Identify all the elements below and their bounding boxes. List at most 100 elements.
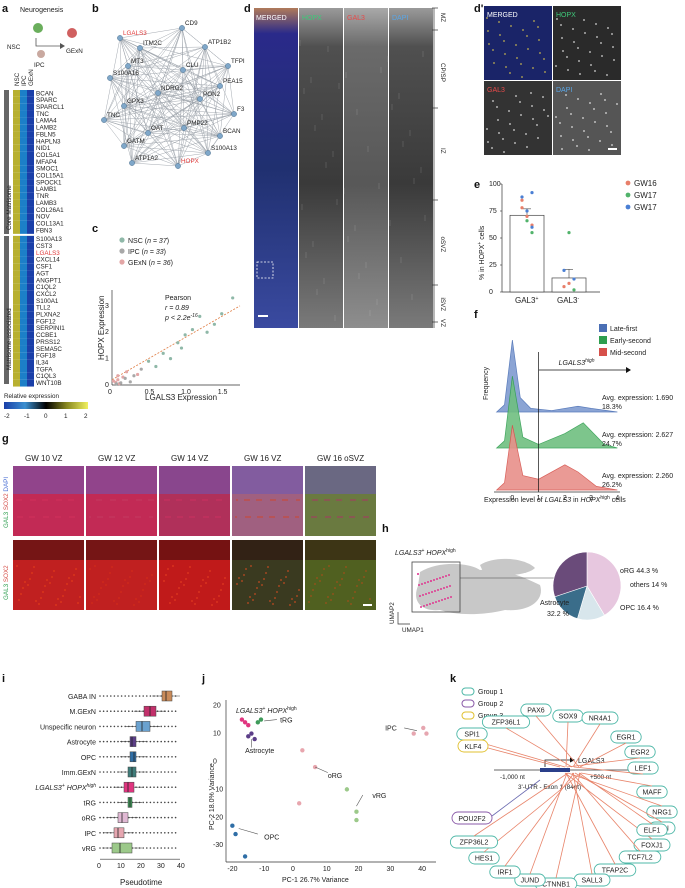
network-edge	[199, 46, 206, 100]
g-cell-dot	[298, 589, 300, 591]
gene-label: TLL2	[36, 305, 51, 312]
j-point	[233, 831, 238, 837]
g-cell-dot	[122, 585, 124, 587]
g-cell-dot	[217, 516, 219, 518]
heat-cell	[27, 124, 34, 132]
i-outlier-dot	[106, 816, 108, 819]
i-outlier-dot	[171, 816, 173, 819]
g-cell-dot	[125, 516, 127, 518]
panel-a: a Neurogenesis NSC IPC GExN NSC IPC GExN B…	[2, 3, 88, 420]
tf-binding-diagram: LGALS3-1,000 nt+500 nt3'-UTR - Exon 1 (8…	[449, 703, 678, 888]
g-cell-dot	[18, 499, 20, 501]
i-outlier-dot	[146, 695, 148, 697]
h-umap2: UMAP2	[389, 602, 396, 624]
c-xtick: 0.5	[145, 389, 155, 396]
heat-cell	[20, 290, 27, 298]
g-cell-dot	[146, 577, 148, 579]
heatmap-col-label: IPC	[21, 75, 28, 86]
d2-cell-dot	[525, 133, 527, 135]
d2-cell-dot	[520, 114, 522, 116]
pseudotime-boxplot: 0 10 20 30 40 GABA IN M.GExN Unspecific neuron A…	[35, 690, 185, 870]
g-cell-dot	[319, 580, 321, 582]
g-cell-dot	[207, 576, 209, 578]
i-outlier-dot	[149, 816, 152, 819]
g-cell-dot	[341, 578, 343, 580]
network-label: GPX3	[127, 98, 144, 105]
d2-cell-dot	[532, 118, 534, 120]
j-ytick: -10	[213, 786, 223, 793]
heat-cell	[20, 151, 27, 159]
network-label: NDRG2	[161, 85, 184, 92]
g-cell-dot	[33, 516, 35, 518]
g-cell-dot	[296, 499, 298, 501]
j-title-cell: HOPX	[267, 708, 287, 715]
d2-cell-dot	[493, 62, 495, 64]
g-cell-dot	[151, 574, 153, 576]
g-cell-dot	[167, 568, 169, 570]
k-legend-swatch	[461, 699, 475, 708]
heat-cell	[13, 158, 20, 166]
heat-cell	[13, 311, 20, 319]
heat-cell	[13, 318, 20, 325]
heat-cell	[27, 379, 34, 387]
g-cell-dot	[113, 516, 115, 518]
i-category-label: oRG	[82, 816, 96, 823]
c-legend-swatch	[119, 237, 125, 243]
i-outlier-dot	[149, 740, 152, 743]
d2-cell-dot	[513, 129, 515, 131]
i-outlier-dot	[124, 725, 126, 728]
network-edge	[147, 127, 185, 134]
d2-cell-dot	[596, 36, 598, 38]
e-legend-swatch	[625, 180, 631, 186]
umap-dot	[440, 588, 442, 590]
network-node	[121, 143, 127, 149]
g-cell-dot	[113, 600, 115, 602]
g-cell-dot	[363, 516, 365, 518]
network-edge	[123, 145, 209, 154]
g-cell-dot	[364, 499, 366, 501]
g-cell-dot	[361, 582, 363, 584]
i-outlier-dot	[99, 771, 101, 773]
network-edge	[131, 135, 221, 164]
network-edge	[119, 37, 229, 67]
k-klf4-pill	[457, 739, 489, 753]
i-outlier-dot	[149, 756, 152, 758]
i-outlier-dot	[113, 801, 116, 804]
pca-scatter: -20 -10 0 10 20 30 40 -30 -20 -10 0 10 20 tRG Astrocyt…	[213, 700, 436, 873]
network-edge	[123, 98, 201, 147]
heat-legend-title: Relative expression	[4, 393, 59, 400]
g-cell-dot	[261, 516, 263, 518]
network-edge	[123, 113, 235, 147]
network-edge	[109, 77, 201, 100]
j-point	[354, 809, 359, 814]
i-outlier-dot	[113, 756, 116, 758]
g-cell-dot	[350, 603, 352, 605]
g-cell-dot	[274, 597, 276, 599]
c-legend-label: GExN (n = 36)	[128, 260, 173, 267]
k-tf-arrow	[566, 757, 641, 768]
g-cell-dot	[329, 516, 331, 518]
i-outlier-dot	[102, 710, 105, 712]
heat-cell	[20, 297, 27, 305]
g-cell-dot	[213, 598, 215, 600]
network-edge	[127, 46, 206, 67]
gene-label: LAMB2	[36, 125, 57, 132]
g-cell-dot	[243, 574, 245, 576]
c-ytick: 0	[105, 382, 109, 389]
g-cell-dot	[68, 577, 70, 579]
network-edge	[157, 92, 201, 100]
g-image-top-dapi	[232, 466, 303, 494]
gene-label: CXCL14	[36, 257, 60, 264]
heat-cell	[27, 90, 34, 97]
e-point	[520, 198, 524, 202]
d2-cell-dot	[492, 100, 494, 102]
j-label-arrow	[356, 794, 364, 807]
umap-dot	[439, 577, 441, 579]
heat-cell	[27, 372, 34, 380]
g-cell-dot	[192, 499, 194, 501]
g-cell-dot	[339, 516, 341, 518]
gene-label: TNR	[36, 193, 49, 200]
c-point	[146, 359, 151, 363]
network-label: PMP22	[187, 120, 208, 127]
